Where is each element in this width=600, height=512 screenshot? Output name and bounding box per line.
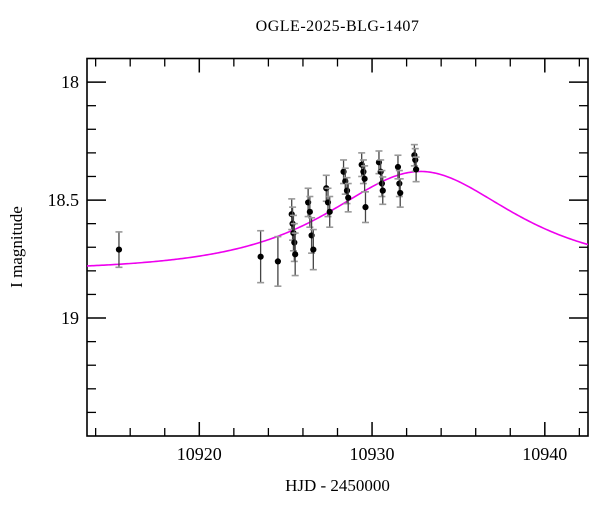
y-tick-label: 18 [61, 72, 79, 92]
data-points-layer [115, 143, 420, 287]
data-point [396, 178, 404, 208]
x-tick-label: 10940 [522, 444, 567, 464]
data-point-marker [257, 253, 264, 260]
data-point-marker [397, 189, 404, 197]
x-tick-label: 10920 [177, 444, 222, 464]
data-point-marker [361, 175, 368, 182]
data-point-marker [362, 204, 369, 211]
data-point-marker [377, 168, 384, 175]
data-point-marker [274, 258, 281, 265]
data-point-marker [291, 239, 298, 246]
chart-title: OGLE-2025-BLG-1407 [255, 18, 420, 35]
y-axis-label-text: I magnitude [7, 206, 26, 288]
data-point-marker [412, 156, 419, 164]
data-point [379, 176, 387, 206]
data-point [309, 228, 317, 271]
data-point-marker [413, 166, 420, 173]
data-point-marker [396, 180, 403, 187]
x-axis-label: HJD - 2450000 [285, 476, 390, 495]
data-point-marker [115, 246, 123, 253]
data-point-marker [343, 187, 351, 194]
data-point [274, 235, 282, 287]
data-point-marker [326, 208, 333, 215]
y-tick-label: 18.5 [48, 190, 80, 210]
data-point-marker [345, 194, 352, 201]
data-point [361, 191, 369, 224]
model-curve [86, 170, 589, 267]
data-point [291, 232, 299, 277]
plot-frame [86, 57, 589, 437]
data-point-marker [310, 246, 317, 253]
data-point [257, 229, 265, 284]
data-point-marker [360, 168, 367, 175]
data-point [326, 195, 334, 228]
data-point [344, 182, 352, 213]
data-point-marker [306, 208, 313, 215]
data-point [115, 231, 123, 269]
data-point-marker [394, 163, 402, 171]
axes-layer: 10920 10930 10940 18 18.5 19 [48, 57, 589, 464]
model-curve-layer [86, 170, 589, 267]
x-tick-label: 10930 [350, 444, 395, 464]
data-point-marker [378, 180, 385, 187]
data-point [412, 156, 420, 183]
data-point-marker [379, 187, 386, 194]
data-point-marker [292, 251, 299, 258]
y-tick-label: 19 [61, 308, 79, 328]
